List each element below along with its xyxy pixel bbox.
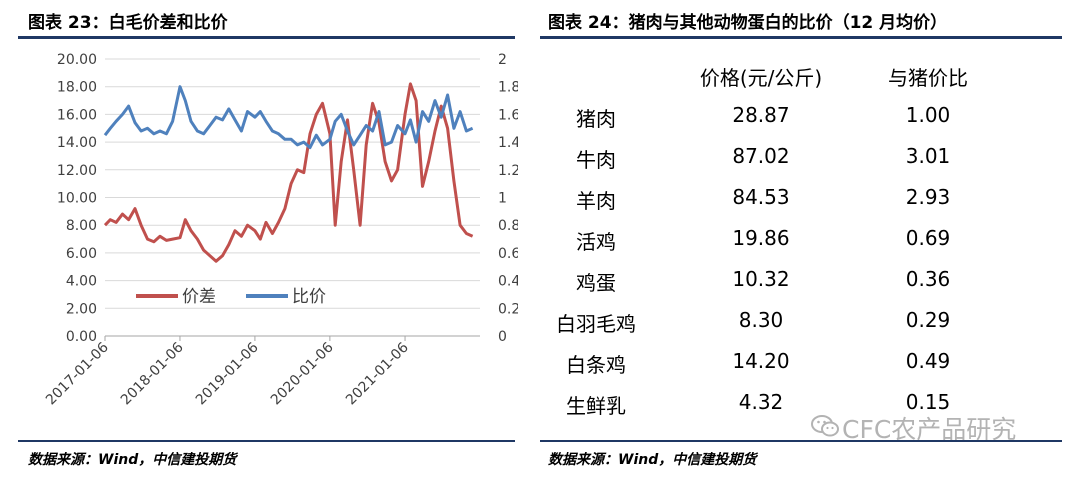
- left-y-tick-label: 2.00: [66, 301, 97, 317]
- legend-label-spread: 价差: [182, 287, 216, 307]
- left-y-axis-ticks: 0.00 2.00 4.00 6.00 8.00 10.00 12.00 14.00 16.00…: [57, 52, 97, 345]
- right-y-tick-label: 0.6: [498, 246, 518, 262]
- table-column-header: 与猪价比: [888, 66, 968, 90]
- table-cell: 84.53: [732, 185, 790, 209]
- left-y-tick-label: 0.00: [66, 329, 97, 345]
- left-source-rule: [18, 440, 515, 442]
- table-cell: 0.15: [905, 390, 951, 414]
- left-y-tick-label: 8.00: [66, 218, 97, 234]
- left-y-tick-label: 18.00: [57, 80, 97, 96]
- right-y-tick-label: 1: [498, 191, 507, 207]
- watermark: CFC农产品研究: [842, 415, 1017, 444]
- table-cell: 0.36: [905, 267, 951, 291]
- table-cell: 0.29: [905, 308, 951, 332]
- table-cell: 0.69: [905, 226, 951, 250]
- table-cell: 19.86: [732, 226, 790, 250]
- table-row-label: 白羽毛鸡: [556, 312, 636, 336]
- x-tick-label: 2018-01-06: [118, 339, 187, 408]
- left-y-tick-label: 12.00: [57, 163, 97, 179]
- table-column-header: 价格(元/公斤): [699, 66, 823, 90]
- right-table-title: 图表 24：猪肉与其他动物蛋白的比价（12 月均价）: [548, 13, 948, 33]
- table-cell: 0.49: [905, 349, 951, 373]
- ratio-series-line: [103, 85, 474, 150]
- table-cell: 87.02: [732, 144, 790, 168]
- right-y-tick-label: 1.8: [498, 80, 518, 96]
- right-y-tick-label: 2: [498, 52, 507, 68]
- x-tick-label: 2019-01-06: [193, 339, 262, 408]
- series-lines: [103, 82, 474, 263]
- right-y-tick-label: 1.4: [498, 135, 518, 151]
- table-cell: 14.20: [732, 349, 790, 373]
- spread-series-line: [103, 82, 474, 263]
- left-y-tick-label: 16.00: [57, 107, 97, 123]
- left-y-tick-label: 14.00: [57, 135, 97, 151]
- left-y-tick-label: 20.00: [57, 52, 97, 68]
- right-y-tick-label: 0: [498, 329, 507, 345]
- x-tick-label: 2020-01-06: [268, 339, 337, 408]
- table-cell: 28.87: [732, 103, 790, 127]
- table-cell: 10.32: [732, 267, 790, 291]
- right-source-note: 数据来源：Wind，中信建投期货: [548, 452, 757, 468]
- table-row-label: 鸡蛋: [576, 271, 616, 295]
- right-source-rule: [540, 440, 1062, 442]
- right-y-tick-label: 1.2: [498, 163, 518, 179]
- x-axis-ticks: 2017-01-06 2018-01-06 2019-01-06 2020-01-06…: [43, 335, 480, 408]
- table-row-label: 生鲜乳: [566, 394, 626, 418]
- table-row-label: 活鸡: [576, 230, 616, 254]
- table-cell: 1.00: [905, 103, 951, 127]
- right-y-tick-label: 1.6: [498, 107, 518, 123]
- table-cell: 3.01: [905, 144, 951, 168]
- spread-ratio-line-chart: 0.00 2.00 4.00 6.00 8.00 10.00 12.00 14.00 16.00…: [43, 52, 518, 408]
- table-row-label: 白条鸡: [566, 353, 626, 377]
- chart-legend: 价差 比价: [136, 287, 326, 307]
- table-row-label: 牛肉: [576, 148, 616, 172]
- right-y-tick-label: 0.2: [498, 301, 518, 317]
- right-y-tick-label: 0.4: [498, 274, 518, 290]
- x-tick-label: 2021-01-06: [343, 339, 412, 408]
- table-row-label: 羊肉: [576, 189, 616, 213]
- left-source-note: 数据来源：Wind，中信建投期货: [28, 452, 237, 468]
- left-title-rule: [18, 36, 515, 39]
- table-cell: 4.32: [738, 390, 784, 414]
- legend-label-ratio: 比价: [292, 287, 326, 307]
- table-row-label: 猪肉: [576, 107, 616, 131]
- wechat-icon: [811, 415, 839, 437]
- right-y-tick-label: 0.8: [498, 218, 518, 234]
- left-y-tick-label: 4.00: [66, 274, 97, 290]
- left-y-tick-label: 10.00: [57, 191, 97, 207]
- right-y-axis-ticks: 0 0.2 0.4 0.6 0.8 1 1.2 1.4 1.6 1.8 2: [498, 52, 518, 345]
- y-axis-gridlines: [105, 58, 480, 337]
- table-cell: 8.30: [738, 308, 784, 332]
- left-y-tick-label: 6.00: [66, 246, 97, 262]
- left-chart-title: 图表 23：白毛价差和比价: [28, 13, 228, 33]
- table-cell: 2.93: [905, 185, 951, 209]
- x-tick-label: 2017-01-06: [43, 339, 112, 408]
- right-title-rule: [540, 36, 1062, 39]
